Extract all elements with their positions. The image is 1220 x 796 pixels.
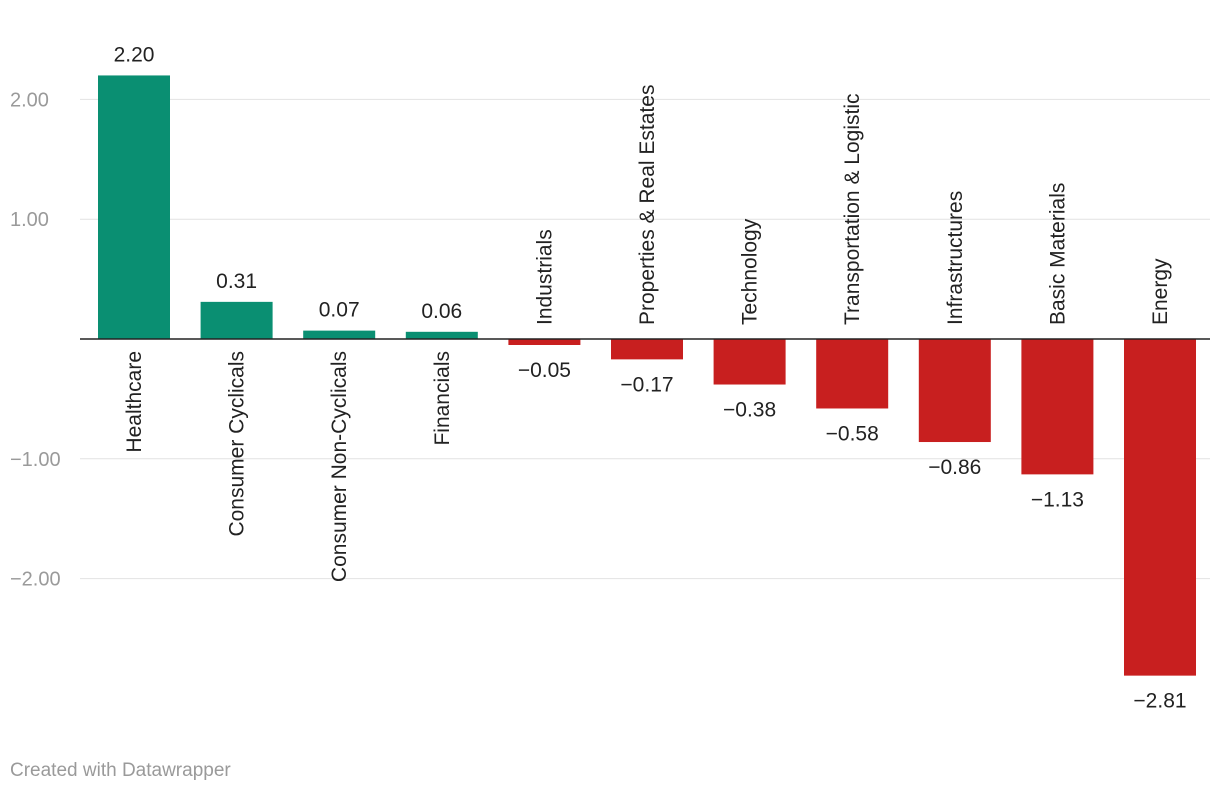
bar xyxy=(1021,339,1094,475)
bar xyxy=(200,301,273,339)
y-tick-label: 1.00 xyxy=(10,209,49,231)
gridlines xyxy=(80,98,1210,580)
bar xyxy=(303,330,376,339)
bar xyxy=(98,75,170,339)
category-label: Industrials xyxy=(533,229,556,325)
datawrapper-credit: Created with Datawrapper xyxy=(10,760,231,781)
category-label: Consumer Cyclicals xyxy=(226,351,249,537)
bar xyxy=(713,339,786,385)
value-label: 0.06 xyxy=(421,300,462,323)
bars xyxy=(98,75,1196,676)
value-label: −1.13 xyxy=(1031,488,1084,511)
category-label: Energy xyxy=(1149,258,1172,325)
bar-chart: 2.00 1.00 −1.00 −2.00 2.20 Healthcare 0.31 Cons… xyxy=(10,43,1210,713)
bar xyxy=(1124,339,1196,676)
y-tick-label: −2.00 xyxy=(10,569,61,591)
category-label: Financials xyxy=(431,351,454,446)
y-tick-label: 2.00 xyxy=(10,89,49,111)
y-tick-label: −1.00 xyxy=(10,449,61,471)
category-label: Technology xyxy=(739,218,762,325)
bar xyxy=(405,331,478,339)
category-label: Transportation & Logistic xyxy=(841,93,864,325)
value-label: 2.20 xyxy=(114,43,155,66)
category-label: Consumer Non-Cyclicals xyxy=(328,351,351,582)
labels: 2.00 1.00 −1.00 −2.00 2.20 Healthcare 0.31 Cons… xyxy=(10,43,1210,713)
value-label: 0.31 xyxy=(216,270,257,293)
value-label: −0.38 xyxy=(723,399,776,422)
value-label: −0.17 xyxy=(620,373,673,396)
category-label: Infrastructures xyxy=(944,191,967,325)
bar xyxy=(918,339,991,443)
value-label: −0.58 xyxy=(826,422,879,445)
category-label: Basic Materials xyxy=(1046,183,1069,325)
value-label: 0.07 xyxy=(319,299,360,322)
category-label: Properties & Real Estates xyxy=(636,85,659,325)
bar xyxy=(611,339,683,360)
value-label: −0.05 xyxy=(518,359,571,382)
value-label: −2.81 xyxy=(1133,690,1186,713)
category-label: Healthcare xyxy=(123,351,146,453)
value-label: −0.86 xyxy=(928,456,981,479)
bar xyxy=(816,339,889,409)
bar xyxy=(508,339,581,345)
